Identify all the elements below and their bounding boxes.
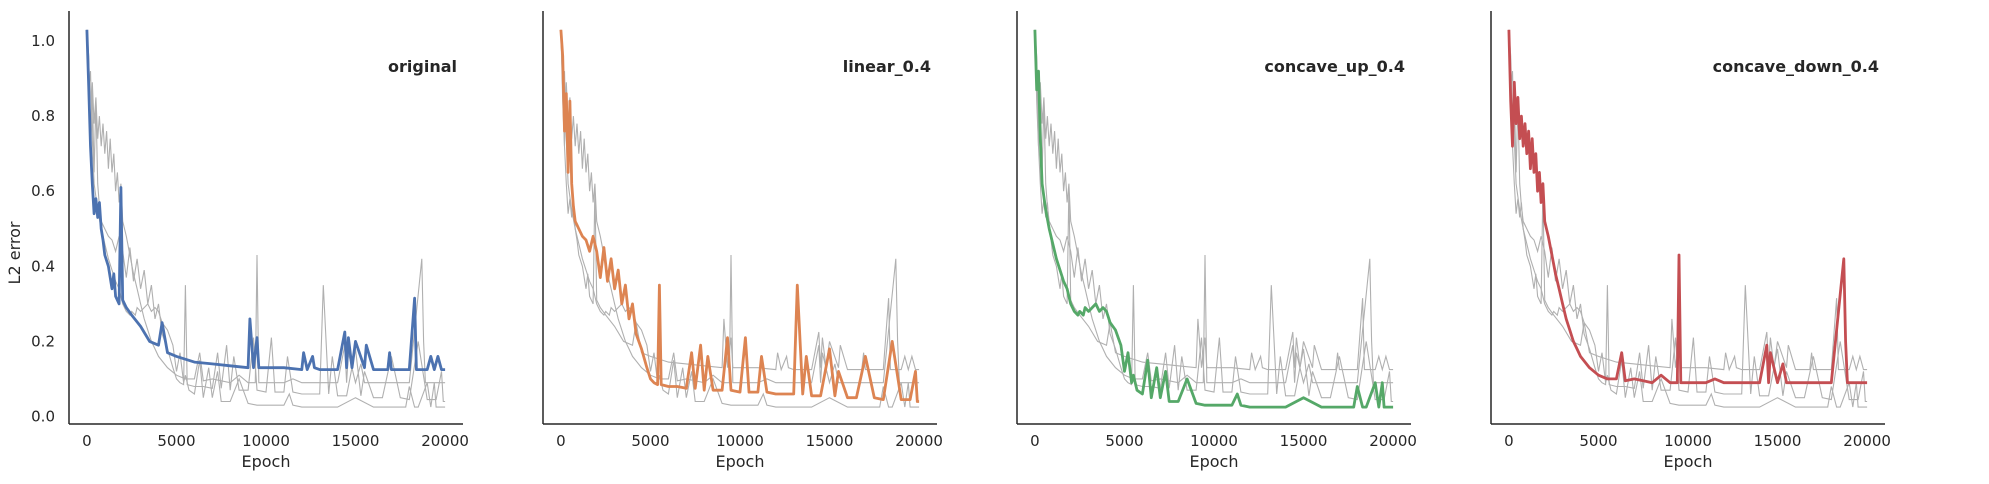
x-tick-label: 5000 xyxy=(1579,432,1617,450)
background-series-line-original xyxy=(1508,29,1868,372)
background-series-line-linear_0.4 xyxy=(86,29,446,403)
x-axis-label: Epoch xyxy=(716,452,765,471)
x-tick-label: 20000 xyxy=(1369,432,1417,450)
x-tick-label: 15000 xyxy=(1280,432,1328,450)
series-line-original xyxy=(85,29,446,372)
background-series-line-concave_up_0.4 xyxy=(86,29,446,408)
background-series-line-linear_0.4 xyxy=(1508,29,1868,403)
x-tick-label: 20000 xyxy=(895,432,943,450)
x-tick-label: 5000 xyxy=(1105,432,1143,450)
x-axis-label: Epoch xyxy=(1664,452,1713,471)
background-series-line-concave_down_0.4 xyxy=(1034,29,1394,385)
x-tick-label: 15000 xyxy=(1754,432,1802,450)
x-tick-label: 20000 xyxy=(421,432,469,450)
panel-original: 0 5000 10000 15000 20000 0.0 0.2 0.4 0.6 0.8 1.0 Ep… xyxy=(31,11,469,471)
background-series-line-concave_up_0.4 xyxy=(1508,29,1868,408)
x-tick-label: 0 xyxy=(556,432,566,450)
x-tick-label: 0 xyxy=(82,432,92,450)
y-tick-label: 1.0 xyxy=(31,32,55,50)
x-tick-label: 10000 xyxy=(1664,432,1712,450)
y-axis-label: L2 error xyxy=(5,221,24,284)
panel-concave_down_0.4: 0 5000 10000 15000 20000 Epoch concave_down_0.… xyxy=(1490,11,1891,471)
y-tick-label: 0.0 xyxy=(31,407,55,425)
background-series-line-original xyxy=(1034,29,1394,372)
panel-title: concave_down_0.4 xyxy=(1713,57,1879,76)
series-line-linear_0.4 xyxy=(559,29,920,403)
x-tick-label: 15000 xyxy=(332,432,380,450)
x-tick-label: 15000 xyxy=(806,432,854,450)
x-tick-label: 10000 xyxy=(242,432,290,450)
y-tick-label: 0.6 xyxy=(31,182,55,200)
y-tick-label: 0.8 xyxy=(31,107,55,125)
background-series-line-linear_0.4 xyxy=(1034,29,1394,403)
background-series-line-concave_down_0.4 xyxy=(86,29,446,385)
y-tick-label: 0.2 xyxy=(31,332,55,350)
x-axis-label: Epoch xyxy=(242,452,291,471)
x-axis-label: Epoch xyxy=(1190,452,1239,471)
x-tick-label: 5000 xyxy=(157,432,195,450)
x-tick-label: 5000 xyxy=(631,432,669,450)
panel-linear_0.4: 0 5000 10000 15000 20000 Epoch linear_0.4 xyxy=(542,11,943,471)
x-tick-label: 0 xyxy=(1504,432,1514,450)
panel-title: original xyxy=(388,57,457,76)
x-tick-label: 10000 xyxy=(716,432,764,450)
x-tick-label: 20000 xyxy=(1843,432,1891,450)
series-line-concave_down_0.4 xyxy=(1507,29,1868,385)
panel-title: linear_0.4 xyxy=(843,57,931,76)
background-series-line-concave_up_0.4 xyxy=(560,29,920,408)
y-tick-label: 0.4 xyxy=(31,257,55,275)
panel-title: concave_up_0.4 xyxy=(1264,57,1405,76)
x-tick-label: 0 xyxy=(1030,432,1040,450)
panel-concave_up_0.4: 0 5000 10000 15000 20000 Epoch concave_up_0.4 xyxy=(1016,11,1417,471)
background-series-line-concave_down_0.4 xyxy=(560,29,920,385)
background-series-line-original xyxy=(560,29,920,372)
series-line-concave_up_0.4 xyxy=(1033,29,1394,409)
x-tick-label: 10000 xyxy=(1190,432,1238,450)
